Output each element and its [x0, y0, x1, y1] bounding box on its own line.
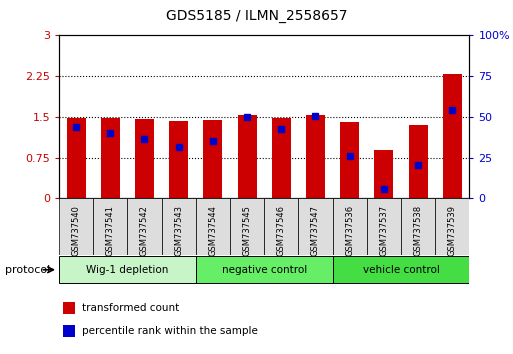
Bar [230, 198, 264, 255]
Bar [401, 198, 435, 255]
Text: GSM737536: GSM737536 [345, 205, 354, 256]
Bar [196, 256, 332, 284]
Text: GSM737541: GSM737541 [106, 205, 115, 256]
Bar [59, 198, 93, 255]
Bar [409, 125, 427, 198]
Text: GSM737538: GSM737538 [413, 205, 423, 256]
Text: negative control: negative control [222, 265, 307, 275]
Bar [367, 198, 401, 255]
Bar [169, 121, 188, 198]
Bar [63, 325, 75, 337]
Text: vehicle control: vehicle control [363, 265, 440, 275]
Bar [374, 150, 393, 198]
Bar [196, 198, 230, 255]
Bar [340, 122, 359, 198]
Bar [93, 198, 127, 255]
Bar [101, 118, 120, 198]
Bar [135, 119, 154, 198]
Bar [67, 118, 86, 198]
Text: GSM737539: GSM737539 [448, 205, 457, 256]
Bar [162, 198, 196, 255]
Bar [332, 256, 469, 284]
Text: GSM737546: GSM737546 [277, 205, 286, 256]
Text: GSM737542: GSM737542 [140, 205, 149, 256]
Text: GSM737547: GSM737547 [311, 205, 320, 256]
Bar [272, 118, 291, 198]
Text: GSM737544: GSM737544 [208, 205, 218, 256]
Text: GSM737543: GSM737543 [174, 205, 183, 256]
Text: GSM737545: GSM737545 [243, 205, 251, 256]
Text: Wig-1 depletion: Wig-1 depletion [86, 265, 169, 275]
Bar [306, 115, 325, 198]
Text: GSM737537: GSM737537 [380, 205, 388, 256]
Bar [299, 198, 332, 255]
Bar [204, 120, 222, 198]
Text: GSM737540: GSM737540 [72, 205, 81, 256]
Bar [127, 198, 162, 255]
Bar [264, 198, 299, 255]
Text: percentile rank within the sample: percentile rank within the sample [82, 326, 258, 336]
Bar [238, 115, 256, 198]
Bar [63, 302, 75, 314]
Bar [443, 74, 462, 198]
Text: GDS5185 / ILMN_2558657: GDS5185 / ILMN_2558657 [166, 9, 347, 23]
Bar [435, 198, 469, 255]
Text: transformed count: transformed count [82, 303, 180, 313]
Bar [332, 198, 367, 255]
Bar [59, 256, 196, 284]
Text: protocol: protocol [5, 265, 50, 275]
